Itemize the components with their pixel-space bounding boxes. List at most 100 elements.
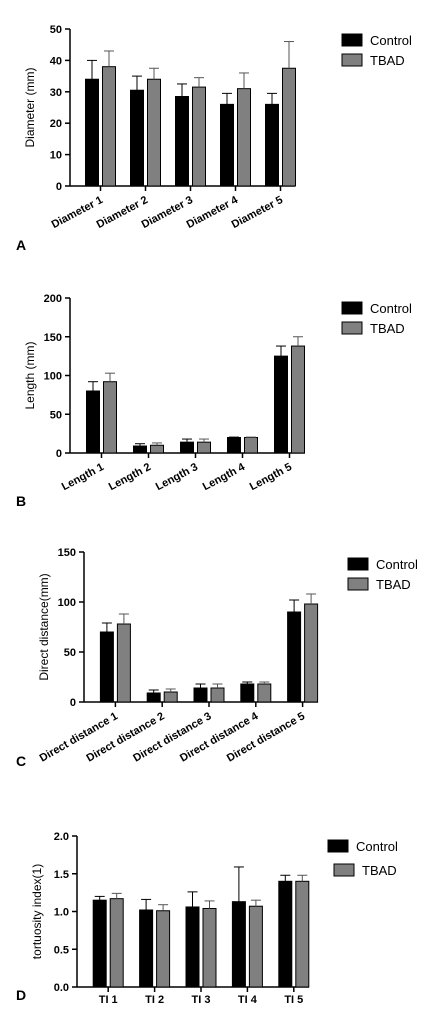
chart-panel-c: 0 50 100 150 Direct distance(mm) Direct dista… xyxy=(16,547,418,769)
bar-control-2 xyxy=(130,89,144,187)
legend-label-tbad: TBAD xyxy=(362,863,397,878)
bar-tbad-2 xyxy=(150,444,164,454)
bar-tbad-5 xyxy=(282,67,296,187)
legend-label-control: Control xyxy=(356,839,398,854)
legend-swatch-tbad xyxy=(341,53,363,67)
panel-letter: D xyxy=(16,987,26,1003)
legend-swatch-tbad xyxy=(333,863,355,877)
legend-swatch-control xyxy=(341,33,363,47)
chart-panel-d: 0.0 0.5 1.0 1.5 2.0 tortuosity index(1) TI 1 TI… xyxy=(16,831,398,1006)
y-tick-label: 20 xyxy=(50,118,62,130)
y-tick-label: 30 xyxy=(50,87,62,99)
bar-tbad-4 xyxy=(237,88,251,187)
bar-control-5 xyxy=(278,880,293,988)
bar-control-3 xyxy=(185,906,200,988)
x-tick-label: TI 5 xyxy=(284,994,303,1006)
y-axis-title: tortuosity index(1) xyxy=(30,864,44,959)
legend-swatch-tbad xyxy=(347,577,369,591)
bar-control-5 xyxy=(274,355,288,454)
x-tick-label: Direct distance 2 xyxy=(84,710,166,764)
bar-tbad-1 xyxy=(109,898,124,988)
legend-label-tbad: TBAD xyxy=(376,577,411,592)
bar-tbad-3 xyxy=(192,86,206,187)
x-tick-label: Length 1 xyxy=(60,461,106,493)
bar-control-1 xyxy=(92,899,107,988)
bar-control-2 xyxy=(139,909,154,988)
legend-swatch-tbad xyxy=(341,321,363,335)
y-tick-label: 0.5 xyxy=(54,944,69,956)
bar-tbad-5 xyxy=(291,345,305,454)
y-tick-label: 40 xyxy=(50,55,62,67)
bar-tbad-1 xyxy=(116,623,131,703)
bar-tbad-2 xyxy=(147,78,161,187)
y-tick-label: 2.0 xyxy=(54,831,69,843)
y-tick-label: 50 xyxy=(50,409,62,421)
x-tick-label: TI 1 xyxy=(99,994,118,1006)
legend-swatch-control xyxy=(341,301,363,315)
bar-tbad-3 xyxy=(210,687,225,703)
bar-control-4 xyxy=(220,103,234,187)
bar-control-4 xyxy=(231,901,246,988)
x-tick-label: TI 3 xyxy=(192,994,211,1006)
bar-control-3 xyxy=(193,687,208,703)
y-tick-label: 200 xyxy=(44,293,62,305)
panel-letter: B xyxy=(16,493,26,509)
bar-tbad-3 xyxy=(197,441,211,454)
bar-tbad-4 xyxy=(244,437,258,454)
bar-control-2 xyxy=(133,445,147,454)
y-tick-label: 10 xyxy=(50,150,62,162)
y-tick-label: 0 xyxy=(70,697,76,709)
bar-control-4 xyxy=(227,437,241,454)
y-tick-label: 0 xyxy=(56,448,62,460)
bar-tbad-5 xyxy=(304,603,319,703)
y-tick-label: 1.0 xyxy=(54,907,69,919)
x-tick-label: Direct distance 4 xyxy=(178,710,261,765)
bar-tbad-1 xyxy=(103,381,117,454)
bar-control-4 xyxy=(240,683,255,703)
x-tick-label: Diameter 5 xyxy=(230,194,285,231)
y-axis-title: Length (mm) xyxy=(23,341,37,409)
x-tick-label: Length 2 xyxy=(107,461,153,493)
panel-letter: C xyxy=(16,753,26,769)
y-tick-label: 100 xyxy=(44,371,62,383)
legend-label-tbad: TBAD xyxy=(370,321,405,336)
x-tick-label: Length 4 xyxy=(201,461,248,494)
bar-tbad-3 xyxy=(202,907,217,988)
bar-control-1 xyxy=(86,390,100,454)
legend-label-control: Control xyxy=(376,557,418,572)
y-tick-label: 100 xyxy=(58,597,76,609)
y-tick-label: 50 xyxy=(50,24,62,36)
bar-tbad-4 xyxy=(248,905,263,988)
x-tick-label: Direct distance 3 xyxy=(131,710,213,764)
bar-control-1 xyxy=(85,78,99,187)
bar-tbad-1 xyxy=(102,66,116,187)
bar-control-5 xyxy=(287,611,302,703)
x-tick-label: Length 3 xyxy=(154,461,200,493)
bar-control-3 xyxy=(175,96,189,187)
bar-tbad-2 xyxy=(156,910,171,988)
x-tick-label: Length 5 xyxy=(248,461,294,493)
x-tick-label: Direct distance 1 xyxy=(38,710,120,764)
legend-swatch-control xyxy=(347,557,369,571)
y-tick-label: 0.0 xyxy=(54,982,69,994)
y-axis-title: Diameter (mm) xyxy=(23,67,37,147)
x-tick-label: TI 4 xyxy=(238,994,258,1006)
bar-control-1 xyxy=(99,631,114,703)
panel-letter: A xyxy=(16,237,26,253)
y-tick-label: 50 xyxy=(64,647,76,659)
y-tick-label: 0 xyxy=(56,181,62,193)
y-axis-title: Direct distance(mm) xyxy=(37,573,51,680)
legend-label-control: Control xyxy=(370,33,412,48)
legend-swatch-control xyxy=(327,839,349,853)
x-tick-label: Direct distance 5 xyxy=(225,710,307,764)
y-tick-label: 150 xyxy=(44,332,62,344)
bar-control-2 xyxy=(146,692,161,703)
legend-label-control: Control xyxy=(370,301,412,316)
legend-label-tbad: TBAD xyxy=(370,53,405,68)
bar-tbad-5 xyxy=(295,880,310,988)
bar-tbad-4 xyxy=(257,683,272,703)
y-tick-label: 1.5 xyxy=(54,869,69,881)
